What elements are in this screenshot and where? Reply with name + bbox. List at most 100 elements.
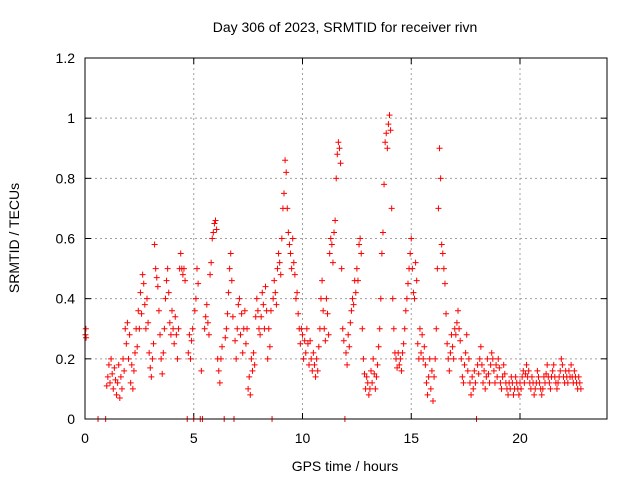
data-point — [487, 361, 494, 368]
data-point — [320, 307, 327, 314]
axis-ticks: 0 0.2 0.4 0.6 0.8 1 1.2 0 5 10 15 20 — [56, 50, 607, 446]
data-point — [247, 391, 254, 398]
data-point — [290, 259, 297, 266]
data-point — [107, 379, 114, 386]
data-point — [179, 271, 186, 278]
data-point — [203, 301, 210, 308]
data-point — [522, 370, 529, 377]
data-point — [104, 373, 111, 380]
data-point — [493, 361, 500, 368]
data-point — [267, 307, 274, 314]
data-point — [165, 289, 172, 296]
data-point — [132, 349, 139, 356]
data-point — [437, 175, 444, 182]
data-point — [172, 313, 179, 320]
data-point — [223, 325, 230, 332]
data-point — [347, 319, 354, 326]
data-point — [369, 379, 376, 386]
data-point — [205, 331, 212, 338]
data-point — [375, 343, 382, 350]
data-point — [236, 295, 243, 302]
data-point — [227, 250, 234, 257]
data-point — [444, 340, 451, 347]
data-point — [177, 250, 184, 257]
data-point — [187, 355, 194, 362]
data-point — [413, 277, 420, 284]
data-point — [202, 313, 209, 320]
data-point — [201, 325, 208, 332]
data-point — [111, 364, 118, 371]
data-point — [498, 385, 505, 392]
data-point — [171, 340, 178, 347]
data-point — [117, 373, 124, 380]
data-point — [344, 361, 351, 368]
data-point — [331, 229, 338, 236]
data-point — [113, 391, 120, 398]
data-point — [204, 319, 211, 326]
data-point — [136, 325, 143, 332]
data-point — [349, 295, 356, 302]
data-point — [345, 331, 352, 338]
data-point — [396, 361, 403, 368]
data-point — [169, 307, 175, 314]
data-point — [303, 325, 310, 332]
data-point — [428, 367, 435, 374]
data-point — [285, 229, 292, 236]
data-point — [175, 325, 182, 332]
data-point — [414, 340, 421, 347]
data-point — [239, 349, 246, 356]
data-point — [485, 370, 492, 377]
y-tick-label: 1 — [67, 110, 75, 126]
x-tick-label: 15 — [403, 430, 419, 446]
data-point — [398, 367, 405, 374]
data-point — [210, 229, 217, 236]
data-point — [325, 331, 332, 338]
data-point — [145, 319, 152, 326]
data-point — [115, 361, 122, 368]
data-point — [244, 325, 251, 332]
data-point — [185, 349, 192, 356]
x-axis-label: GPS time / hours — [292, 458, 399, 474]
data-point — [146, 349, 153, 356]
data-point — [433, 325, 440, 332]
data-point — [338, 265, 345, 272]
data-point — [256, 325, 262, 332]
data-point — [242, 340, 249, 347]
data-point — [212, 217, 219, 224]
data-point — [120, 355, 127, 362]
data-point — [173, 331, 180, 338]
data-point — [445, 355, 452, 362]
grid-lines — [85, 58, 607, 419]
data-point — [134, 343, 141, 350]
data-point — [315, 343, 322, 350]
data-point — [450, 355, 457, 362]
data-point — [339, 325, 346, 332]
data-point — [163, 277, 170, 284]
data-point — [241, 307, 248, 314]
data-point — [384, 145, 391, 152]
data-point — [531, 391, 538, 398]
data-point — [427, 385, 434, 392]
data-point — [515, 391, 522, 398]
y-tick-label: 0.2 — [56, 351, 76, 367]
data-point — [525, 367, 532, 374]
data-point — [483, 373, 490, 380]
data-point — [421, 343, 428, 350]
data-point — [549, 367, 556, 374]
data-point — [528, 373, 535, 380]
data-point — [397, 355, 404, 362]
data-point — [162, 295, 169, 302]
data-point — [557, 367, 564, 374]
data-point — [174, 355, 181, 362]
data-point — [521, 379, 528, 386]
data-point — [105, 361, 112, 368]
data-point — [137, 289, 144, 296]
data-point — [308, 355, 315, 362]
data-point — [555, 379, 562, 386]
data-point — [281, 190, 288, 197]
data-point — [461, 361, 468, 368]
data-point — [458, 355, 465, 362]
data-point — [571, 367, 578, 374]
data-point — [457, 337, 464, 344]
